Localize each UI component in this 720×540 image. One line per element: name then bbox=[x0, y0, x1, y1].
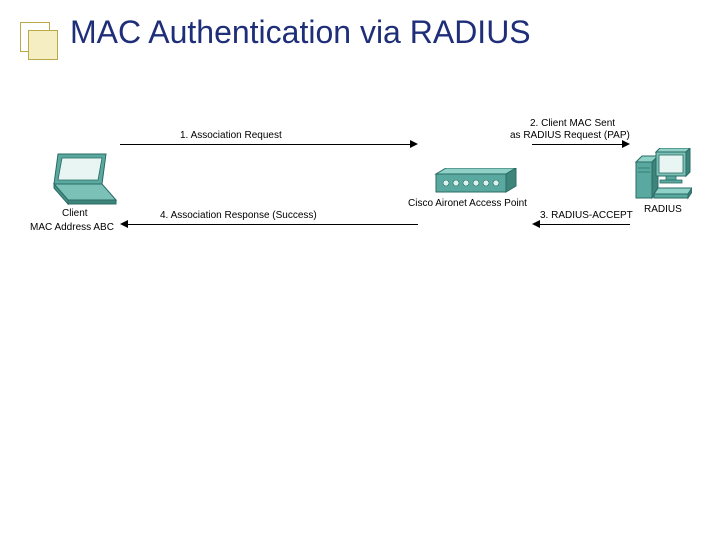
client-laptop-icon bbox=[40, 152, 120, 212]
radius-server-icon bbox=[634, 148, 692, 209]
ap-svg bbox=[432, 168, 520, 198]
arrow-2-label-line1: 2. Client MAC Sent bbox=[530, 118, 615, 129]
arrow-2-head bbox=[622, 140, 630, 148]
page-title-text: MAC Authentication via RADIUS bbox=[70, 14, 531, 50]
laptop-svg bbox=[40, 152, 120, 207]
arrow-1-head bbox=[410, 140, 418, 148]
radius-label: RADIUS bbox=[644, 204, 682, 215]
arrow-3-line bbox=[540, 224, 630, 225]
arrow-3-head bbox=[532, 220, 540, 228]
arrow-1-line bbox=[120, 144, 410, 145]
arrow-3-label: 3. RADIUS-ACCEPT bbox=[540, 210, 633, 221]
arrow-4-head bbox=[120, 220, 128, 228]
arrow-2-line bbox=[532, 144, 622, 145]
slide-container: MAC Authentication via RADIUS 1. Associa… bbox=[0, 0, 720, 540]
client-label: Client bbox=[62, 208, 88, 219]
ap-label: Cisco Aironet Access Point bbox=[408, 198, 527, 209]
arrow-1-label: 1. Association Request bbox=[180, 130, 282, 141]
client-sublabel: MAC Address ABC bbox=[30, 222, 114, 233]
arrow-4-label: 4. Association Response (Success) bbox=[160, 210, 317, 221]
page-title: MAC Authentication via RADIUS bbox=[70, 14, 531, 51]
server-svg bbox=[634, 148, 692, 204]
arrow-2-label-line2: as RADIUS Request (PAP) bbox=[510, 130, 630, 141]
arrow-4-line bbox=[128, 224, 418, 225]
title-bullet-overlay bbox=[28, 30, 58, 60]
